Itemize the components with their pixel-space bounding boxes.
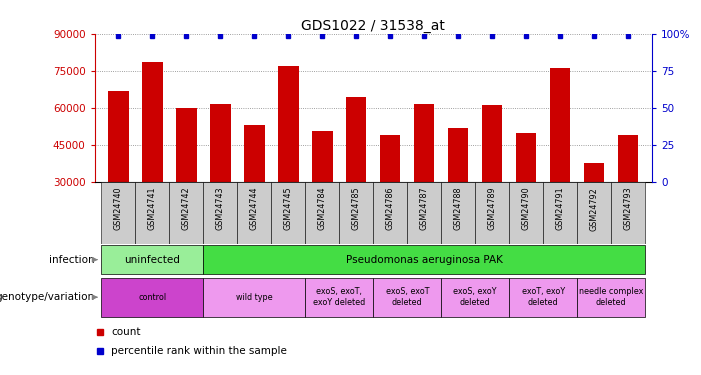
Bar <box>238 182 271 244</box>
Bar <box>374 182 407 244</box>
Text: exoS, exoT,
exoY deleted: exoS, exoT, exoY deleted <box>313 288 365 307</box>
Text: GSM24785: GSM24785 <box>352 187 361 231</box>
Bar <box>441 278 509 316</box>
Bar <box>135 182 170 244</box>
Bar <box>142 62 163 256</box>
Bar <box>407 182 441 244</box>
Text: GSM24787: GSM24787 <box>420 187 429 231</box>
Bar <box>102 278 203 316</box>
Bar <box>448 128 468 256</box>
Text: GSM24742: GSM24742 <box>182 187 191 231</box>
Bar <box>374 278 441 316</box>
Text: GSM24789: GSM24789 <box>488 187 497 231</box>
Bar <box>516 132 536 256</box>
Bar <box>102 182 135 244</box>
Text: GSM24743: GSM24743 <box>216 187 225 230</box>
Bar <box>203 182 238 244</box>
Bar <box>108 90 128 256</box>
Text: exoS, exoT
deleted: exoS, exoT deleted <box>386 288 429 307</box>
Bar <box>475 182 509 244</box>
Bar <box>170 182 203 244</box>
Bar <box>611 182 645 244</box>
Bar <box>482 105 503 256</box>
Bar <box>203 245 645 274</box>
Text: infection: infection <box>49 255 95 265</box>
Bar <box>312 131 332 256</box>
Text: GSM24786: GSM24786 <box>386 187 395 230</box>
Bar <box>339 182 374 244</box>
Bar <box>577 182 611 244</box>
Text: percentile rank within the sample: percentile rank within the sample <box>111 346 287 355</box>
Text: needle complex
deleted: needle complex deleted <box>579 288 644 307</box>
Bar <box>176 108 196 256</box>
Text: GSM24744: GSM24744 <box>250 187 259 230</box>
Text: GSM24788: GSM24788 <box>454 187 463 230</box>
Text: wild type: wild type <box>236 292 273 302</box>
Bar <box>203 278 306 316</box>
Text: GSM24793: GSM24793 <box>624 187 632 231</box>
Bar <box>306 278 374 316</box>
Text: exoS, exoY
deleted: exoS, exoY deleted <box>454 288 497 307</box>
Text: GSM24740: GSM24740 <box>114 187 123 230</box>
Bar <box>278 66 299 256</box>
Bar <box>441 182 475 244</box>
Text: GSM24745: GSM24745 <box>284 187 293 231</box>
Text: GSM24792: GSM24792 <box>590 187 599 231</box>
Text: GSM24791: GSM24791 <box>556 187 565 231</box>
Text: Pseudomonas aeruginosa PAK: Pseudomonas aeruginosa PAK <box>346 255 503 265</box>
Text: GSM24784: GSM24784 <box>318 187 327 230</box>
Text: count: count <box>111 327 141 337</box>
Text: exoT, exoY
deleted: exoT, exoY deleted <box>522 288 565 307</box>
Bar <box>509 182 543 244</box>
Bar <box>618 135 639 256</box>
Bar <box>550 68 571 256</box>
Bar <box>577 278 645 316</box>
Bar <box>509 278 577 316</box>
Text: GSM24790: GSM24790 <box>522 187 531 231</box>
Bar <box>244 125 264 256</box>
Bar <box>306 182 339 244</box>
Text: uninfected: uninfected <box>125 255 180 265</box>
Bar <box>102 245 203 274</box>
Text: GSM24741: GSM24741 <box>148 187 157 230</box>
Bar <box>543 182 577 244</box>
Bar <box>210 104 231 256</box>
Text: genotype/variation: genotype/variation <box>0 292 95 302</box>
Bar <box>346 97 367 256</box>
Bar <box>584 164 604 256</box>
Bar <box>271 182 306 244</box>
Title: GDS1022 / 31538_at: GDS1022 / 31538_at <box>301 19 445 33</box>
Bar <box>380 135 400 256</box>
Bar <box>414 104 435 256</box>
Text: control: control <box>138 292 166 302</box>
